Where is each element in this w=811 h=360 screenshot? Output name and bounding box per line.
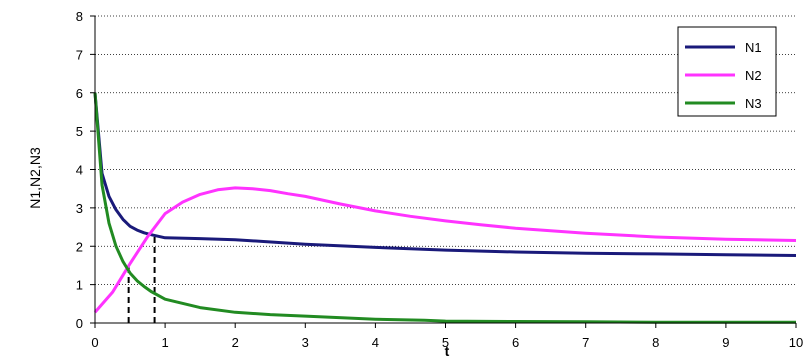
x-axis-title: t bbox=[445, 343, 450, 359]
x-tick-label: 3 bbox=[302, 335, 309, 350]
legend-label-n2: N2 bbox=[745, 68, 762, 83]
dashed-markers bbox=[127, 234, 156, 323]
y-tick-label: 3 bbox=[76, 201, 83, 216]
y-tick-label: 5 bbox=[76, 124, 83, 139]
x-tick-label: 1 bbox=[161, 335, 168, 350]
series-line-n2 bbox=[93, 186, 797, 314]
x-tick-label: 7 bbox=[582, 335, 589, 350]
axes bbox=[90, 15, 797, 328]
y-tick-label: 0 bbox=[76, 316, 83, 331]
x-tick-label: 9 bbox=[722, 335, 729, 350]
x-tick-label: 2 bbox=[232, 335, 239, 350]
x-tick-label: 0 bbox=[91, 335, 98, 350]
tick-labels: 0 1 2 3 4 5 6 7 8 0 1 2 3 4 5 6 7 8 9 10 bbox=[76, 9, 803, 350]
x-tick-label: 5 bbox=[442, 335, 449, 350]
series-lines bbox=[93, 92, 797, 324]
x-tick-label: 10 bbox=[789, 335, 803, 350]
x-tick-label: 8 bbox=[652, 335, 659, 350]
legend-box bbox=[677, 26, 777, 117]
x-tick-label: 6 bbox=[512, 335, 519, 350]
series-line-n3 bbox=[93, 92, 796, 324]
y-tick-label: 2 bbox=[76, 239, 83, 254]
x-tick-label: 4 bbox=[372, 335, 379, 350]
y-tick-label: 1 bbox=[76, 278, 83, 293]
y-axis-title: N1,N2,N3 bbox=[27, 147, 43, 209]
y-tick-label: 7 bbox=[76, 47, 83, 62]
y-tick-label: 4 bbox=[76, 163, 83, 178]
y-tick-label: 8 bbox=[76, 9, 83, 24]
legend-label-n1: N1 bbox=[745, 40, 762, 55]
legend: N1 N2 N3 bbox=[677, 26, 777, 117]
series-line-n1 bbox=[93, 92, 797, 257]
y-tick-label: 6 bbox=[76, 86, 83, 101]
legend-label-n3: N3 bbox=[745, 96, 762, 111]
